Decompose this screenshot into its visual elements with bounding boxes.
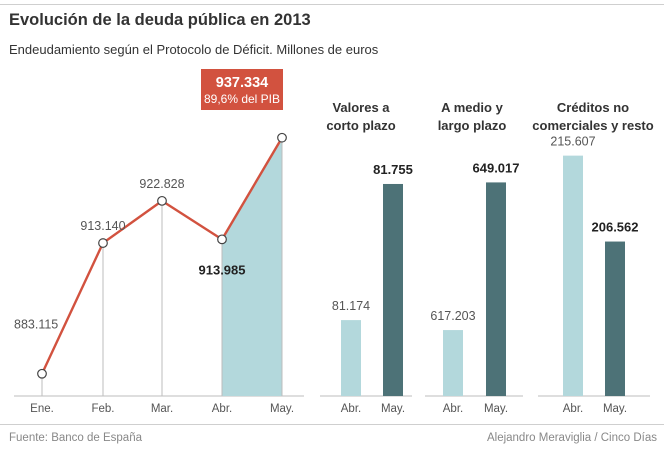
value-label-4: 913.985 — [199, 262, 246, 277]
value-label-1: 883.115 — [14, 318, 58, 332]
x-tick-label: May. — [603, 403, 627, 415]
panel-title-line: comerciales y resto — [532, 118, 653, 133]
callout-note: 89,6% del PIB — [204, 92, 280, 106]
bar-may — [383, 183, 403, 396]
data-point-4 — [217, 234, 227, 245]
callout-value: 937.334 — [216, 75, 268, 91]
x-tick-label: Abr. — [212, 403, 232, 415]
bottom-rule — [0, 424, 664, 425]
value-label-2: 913.140 — [80, 219, 125, 233]
x-tick-label: Abr. — [443, 403, 463, 415]
data-point-5 — [277, 132, 287, 143]
x-tick-label: May. — [381, 403, 405, 415]
x-tick-label: Feb. — [91, 403, 114, 415]
credit-note: Alejandro Meraviglia / Cinco Días — [486, 432, 657, 444]
panel-title-line: A medio y — [441, 100, 503, 115]
bar-value-label: 81.174 — [332, 299, 370, 313]
x-tick-label: Mar. — [151, 403, 173, 415]
callout-box — [201, 69, 283, 110]
x-tick-label: Abr. — [341, 403, 361, 415]
x-tick-label: Abr. — [563, 403, 583, 415]
bar-abr — [341, 320, 361, 396]
data-point-1 — [37, 368, 47, 379]
panel-title-line: Valores a — [332, 100, 390, 115]
top-rule — [0, 4, 664, 5]
value-label-3: 922.828 — [139, 177, 184, 191]
panel-title-line: corto plazo — [326, 118, 395, 133]
bar-value-label: 617.203 — [430, 309, 475, 323]
chart-subtitle: Endeudamiento según el Protocolo de Défi… — [9, 42, 379, 57]
data-point-2 — [98, 238, 108, 248]
highlight-area — [222, 137, 282, 396]
x-tick-label: May. — [484, 403, 508, 415]
bar-abr — [443, 330, 463, 396]
chart-title: Evolución de la deuda pública en 2013 — [9, 11, 311, 29]
x-tick-label: Ene. — [30, 403, 54, 415]
bar-may — [605, 241, 625, 396]
panel-title-line: Créditos no — [557, 100, 629, 115]
bar-value-label: 206.562 — [592, 220, 639, 235]
x-tick-label: May. — [270, 403, 294, 415]
bar-value-label: 215.607 — [550, 135, 595, 149]
bar-may — [486, 182, 506, 396]
source-note: Fuente: Banco de España — [9, 432, 142, 444]
panel-title-line: largo plazo — [438, 118, 507, 133]
data-point-3 — [157, 195, 167, 206]
bar-value-label: 81.755 — [373, 162, 413, 177]
bar-value-label: 649.017 — [473, 160, 520, 175]
bar-abr — [563, 155, 583, 396]
